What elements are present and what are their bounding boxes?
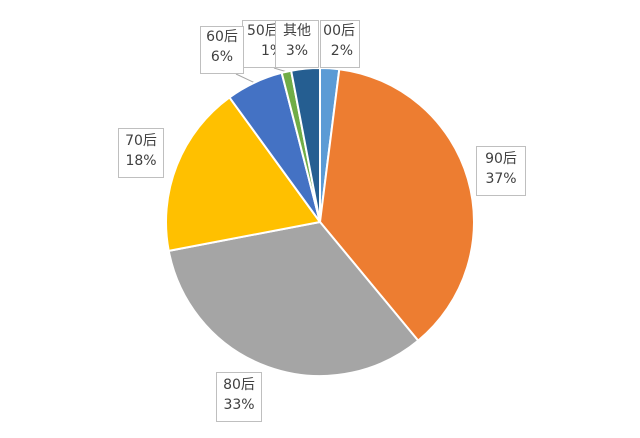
label-90s-name: 90后 [485, 151, 517, 167]
label-00s-pct: 2% [330, 43, 353, 59]
label-80s-pct: 33% [223, 397, 255, 413]
label-70s: 70后 18% [118, 128, 164, 178]
label-90s-pct: 37% [485, 171, 517, 187]
label-60s: 60后 6% [200, 26, 244, 74]
pie-slice-other [290, 67, 321, 223]
label-other: 其他 3% [275, 20, 319, 68]
label-90s: 90后 37% [476, 146, 526, 196]
label-50s-pct: 1% [261, 43, 275, 59]
label-80s-name: 80后 [223, 377, 255, 393]
pie-slice-90s [319, 68, 475, 342]
label-50s-name: 50后 [247, 23, 276, 39]
label-50s: 50后 1% [242, 20, 276, 68]
pie-slice-70s [165, 96, 321, 252]
leader-line-60s [235, 73, 255, 84]
pie-slices [165, 66, 475, 377]
pie-slice-80s [167, 221, 420, 377]
label-70s-pct: 18% [125, 153, 157, 169]
label-70s-name: 70后 [125, 133, 157, 149]
label-00s: 00后 2% [320, 20, 360, 68]
leader-lines [235, 67, 287, 84]
label-60s-name: 60后 [206, 29, 238, 45]
label-80s: 80后 33% [216, 372, 262, 422]
label-60s-pct: 6% [210, 49, 234, 65]
leader-line-50s [273, 67, 287, 73]
label-other-pct: 3% [285, 43, 309, 59]
label-00s-name: 00后 [323, 23, 355, 39]
label-other-name: 其他 [283, 23, 311, 39]
